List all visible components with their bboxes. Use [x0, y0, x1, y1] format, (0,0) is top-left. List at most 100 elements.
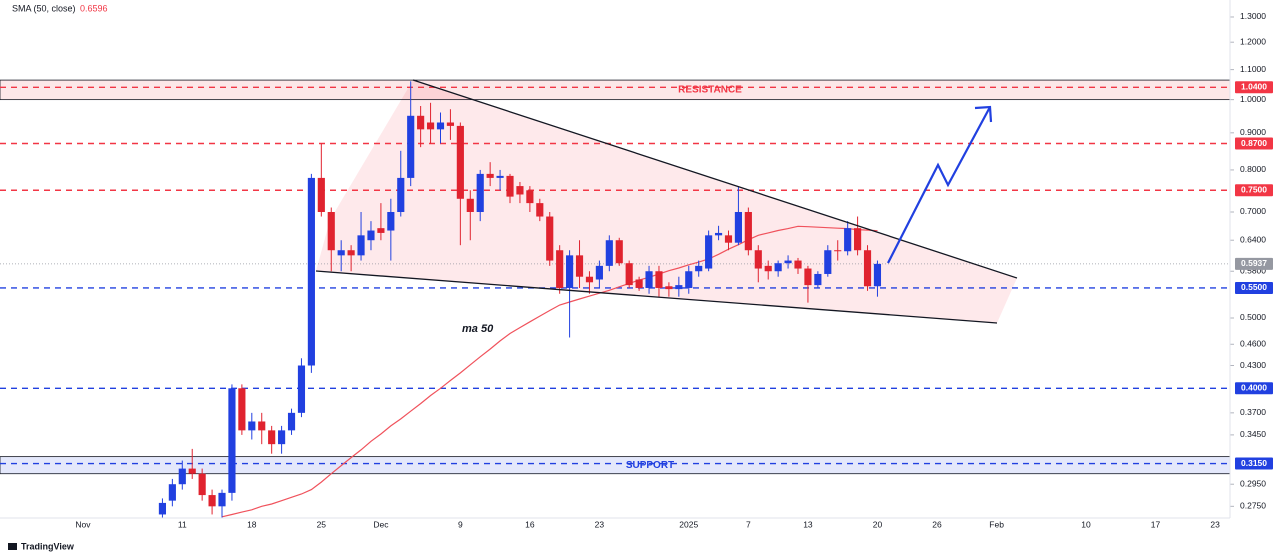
candle-body	[705, 235, 713, 269]
candle-body	[685, 271, 693, 288]
y-tick-label: 1.3000	[1240, 11, 1266, 21]
x-tick-label: 9	[458, 519, 463, 529]
candle-body	[645, 271, 653, 288]
candle-body	[456, 125, 464, 199]
watermark: TradingView	[8, 541, 75, 551]
candle-body	[506, 175, 514, 197]
level-label: 1.0400	[1241, 82, 1267, 92]
wedge-fill	[316, 80, 1017, 323]
candle-body	[238, 388, 246, 431]
drawings	[315, 79, 1018, 324]
level-label: 0.4000	[1241, 383, 1267, 393]
candle-body	[764, 265, 772, 272]
y-tick-label: 0.8000	[1240, 164, 1266, 174]
candle-body	[446, 122, 454, 126]
upper-trendline	[412, 79, 1018, 279]
candle-body	[526, 190, 534, 204]
candle-body	[575, 255, 584, 277]
y-tick-label: 0.4600	[1240, 339, 1266, 349]
candle-body	[834, 250, 842, 252]
zone-label: SUPPORT	[626, 460, 674, 471]
candle-body	[436, 122, 445, 130]
candle-body	[486, 173, 494, 178]
x-tick-label: Dec	[373, 519, 389, 529]
x-tick-label: 20	[873, 519, 883, 529]
candle-body	[426, 122, 435, 130]
candle-body	[168, 484, 176, 501]
candle-body	[297, 365, 306, 413]
candle-body	[367, 230, 375, 241]
candle-body	[566, 255, 574, 288]
y-tick-label: 0.4300	[1240, 360, 1266, 370]
candle-body	[178, 468, 186, 485]
level-badge	[1235, 257, 1273, 270]
y-tick-label: 0.3700	[1240, 407, 1266, 417]
zone-label: RESISTANCE	[678, 85, 742, 96]
level-label: 0.5500	[1241, 282, 1267, 292]
candle-body	[337, 250, 345, 256]
candle-body	[546, 216, 554, 261]
ma-line	[221, 225, 878, 518]
y-tick-label: 0.5800	[1240, 265, 1266, 275]
candle-body	[585, 276, 594, 283]
candle-body	[665, 286, 673, 290]
watermark-text: TradingView	[21, 541, 75, 551]
candle-body	[863, 250, 872, 287]
candle-body	[844, 228, 852, 252]
candle-body	[804, 268, 812, 286]
level-label: 0.3150	[1241, 458, 1267, 468]
y-tick-label: 0.7000	[1240, 206, 1266, 216]
candle-body	[357, 235, 365, 256]
candle-body	[377, 228, 385, 233]
candle-body	[625, 263, 633, 286]
y-tick-label: 0.6400	[1240, 234, 1266, 244]
logo-mark	[8, 543, 17, 550]
candle-body	[327, 211, 335, 251]
x-tick-label: 11	[178, 519, 187, 529]
candle-body	[854, 228, 862, 251]
level-label: 0.8700	[1241, 138, 1267, 148]
candle-body	[675, 285, 683, 290]
candle-body	[724, 235, 733, 243]
x-tick-label: 2025	[679, 519, 698, 529]
y-tick-label: 0.5000	[1240, 312, 1266, 322]
x-tick-label: 10	[1081, 519, 1091, 529]
x-tick-label: Feb	[989, 519, 1004, 529]
y-tick-label: 1.0000	[1240, 94, 1266, 104]
candle-body	[734, 211, 742, 243]
y-tick-label: 0.2950	[1240, 478, 1266, 488]
x-tick-label: 23	[595, 519, 605, 529]
candle-body	[635, 279, 643, 288]
candle-body	[417, 115, 425, 130]
candle-body	[397, 177, 405, 212]
candle-body	[605, 240, 613, 266]
candle-body	[198, 473, 206, 496]
candle-body	[744, 211, 752, 251]
y-tick-label: 1.1000	[1240, 64, 1266, 74]
candle-body	[188, 468, 196, 474]
x-tick-label: 17	[1151, 519, 1161, 529]
candle-body	[595, 265, 603, 280]
level-badge	[1235, 457, 1273, 470]
candle-body	[228, 388, 236, 493]
x-tick-label: 16	[525, 519, 535, 529]
candle-body	[615, 240, 623, 264]
candle-body	[268, 430, 276, 445]
candle-body	[714, 232, 723, 236]
level-badge	[1235, 281, 1273, 294]
candle-body	[516, 186, 524, 195]
level-label: 0.5937	[1241, 258, 1267, 268]
candle-body	[556, 250, 564, 288]
candle-body	[407, 115, 415, 178]
candle-body	[655, 271, 663, 288]
candle-body	[536, 203, 544, 217]
x-tick-label: 18	[247, 519, 257, 529]
level-badge	[1235, 184, 1273, 197]
candle-body	[158, 502, 167, 515]
candle-body	[695, 265, 703, 272]
candle-body	[476, 173, 484, 212]
x-tick-label: 7	[746, 519, 751, 529]
candle-body	[218, 492, 226, 507]
wedge-pattern	[316, 80, 1017, 323]
